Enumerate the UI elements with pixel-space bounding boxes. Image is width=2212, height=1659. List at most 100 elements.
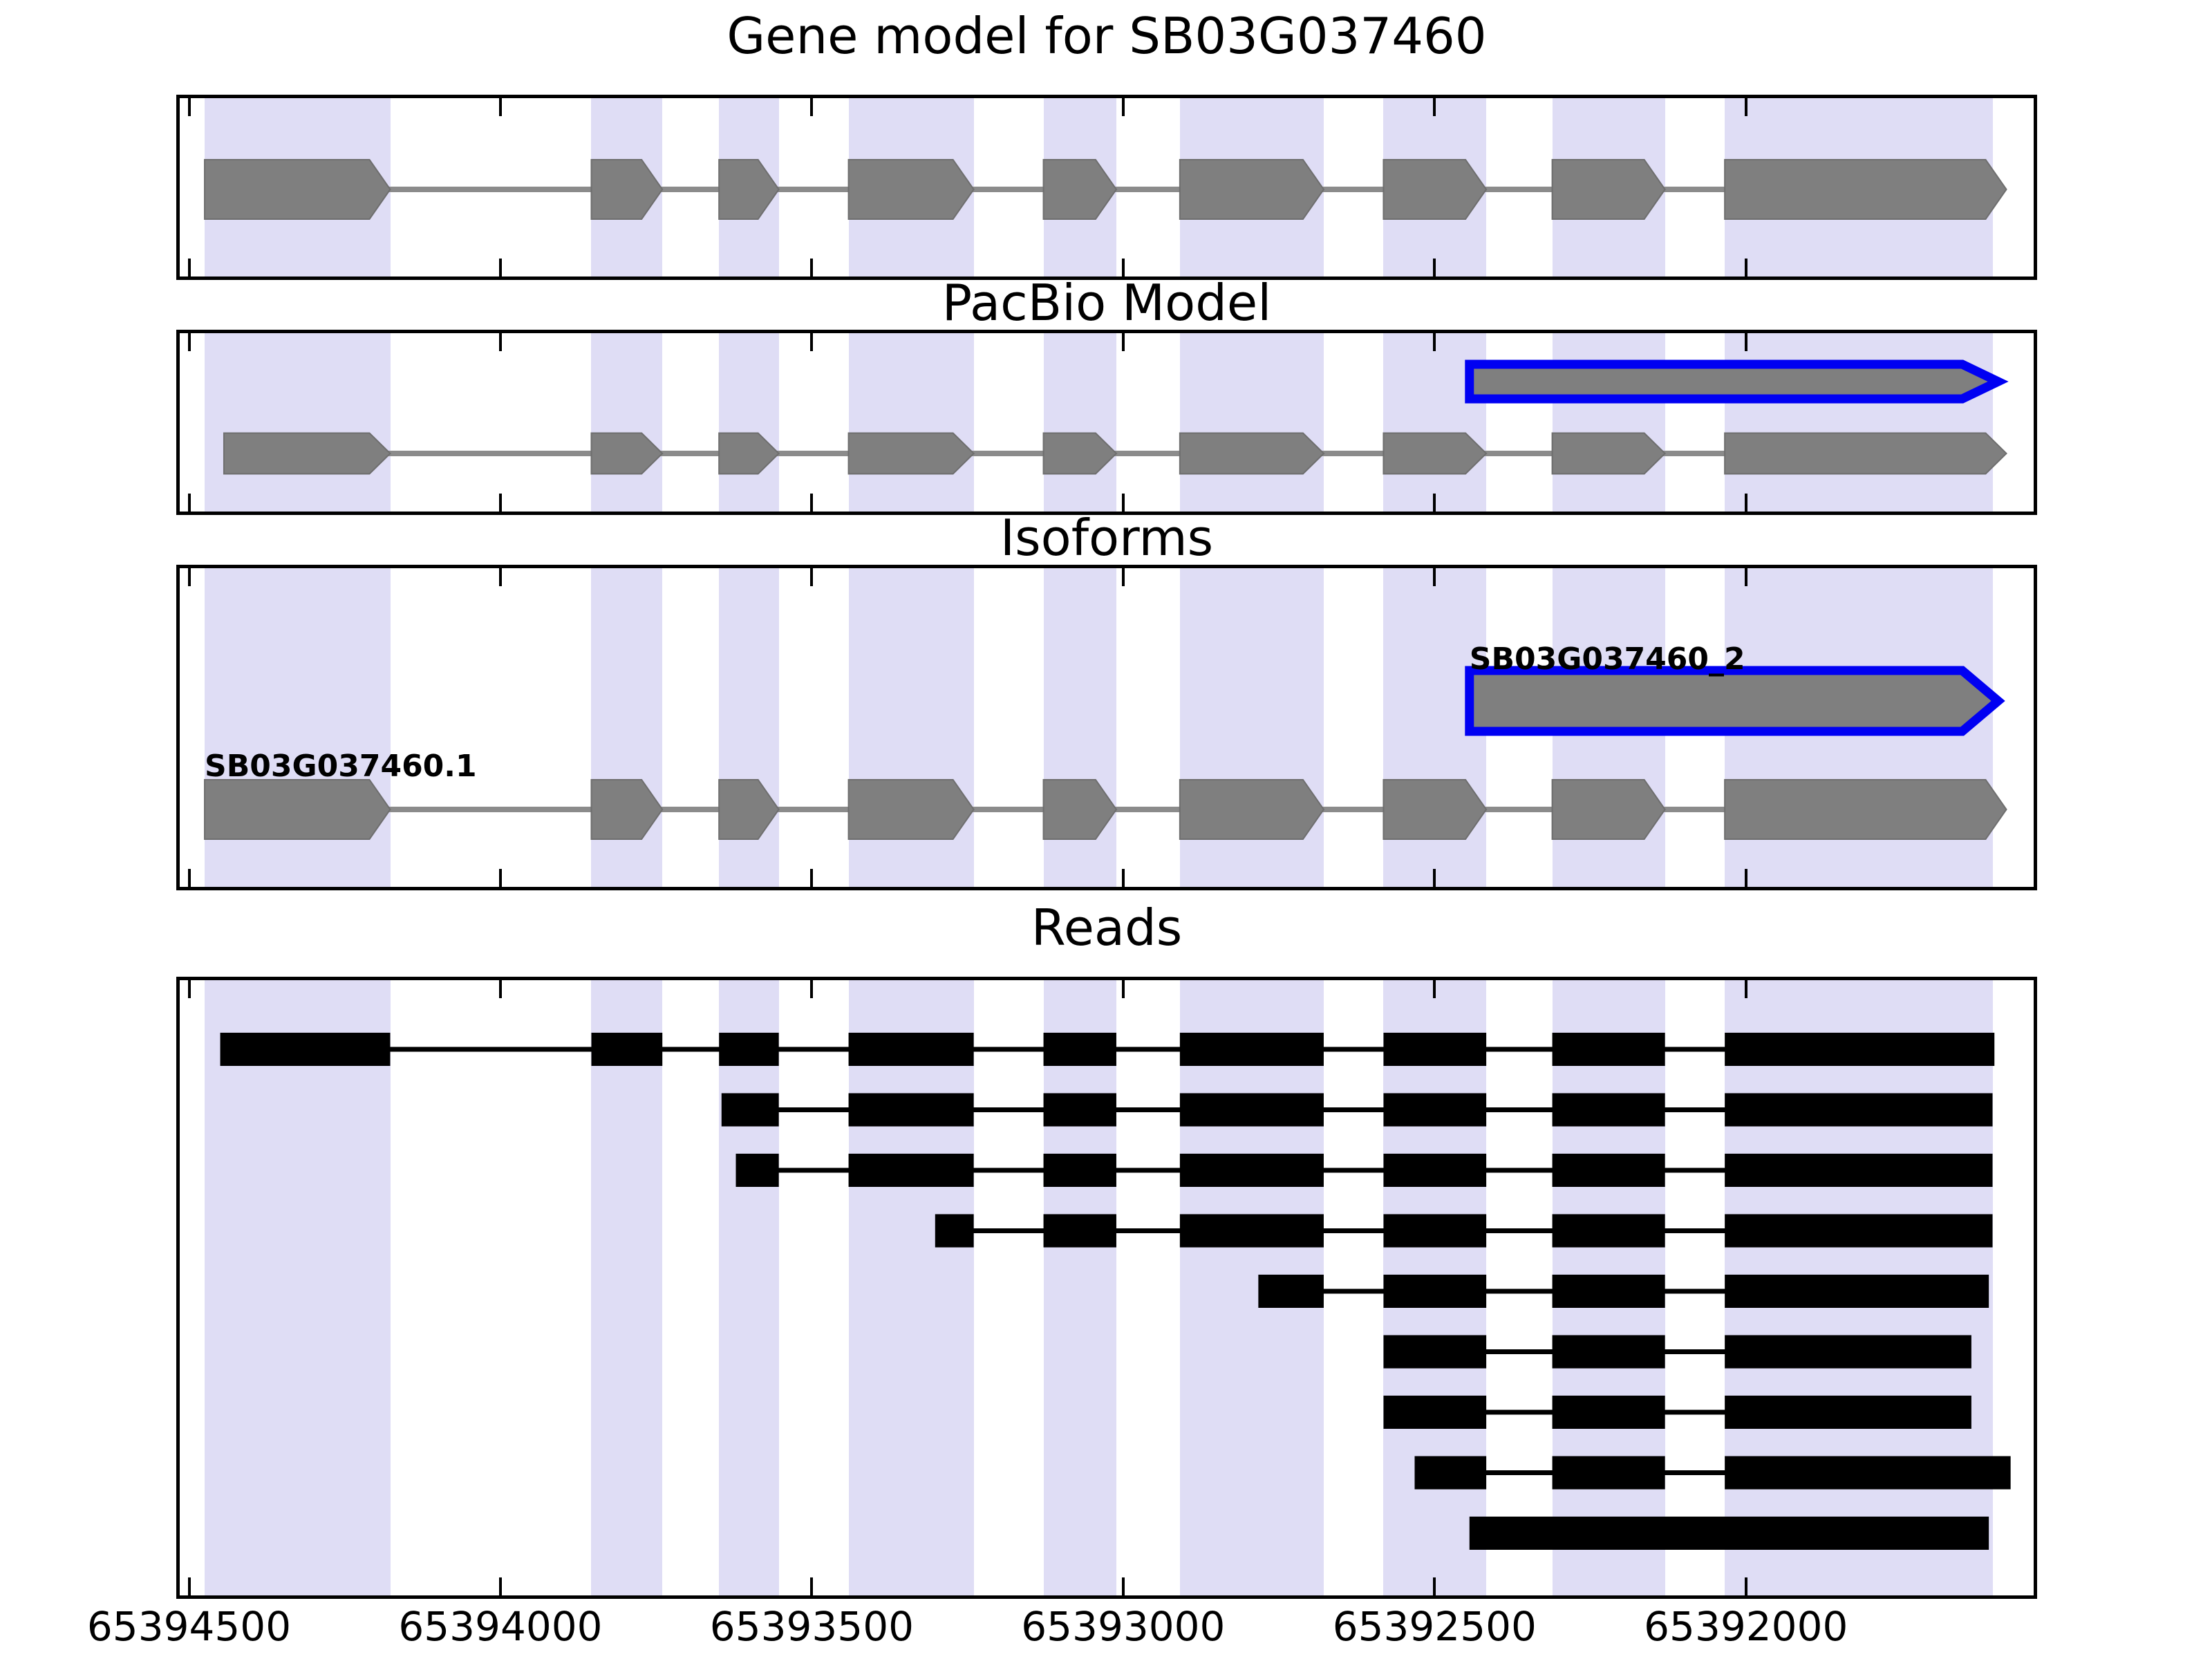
read-row-block — [1725, 1154, 1993, 1187]
axis-tick-mark — [1744, 568, 1747, 586]
read-row-block — [1552, 1396, 1665, 1429]
axis-tick-mark — [1121, 98, 1125, 116]
read-row-block — [848, 1154, 974, 1187]
gene-model-transcript-exon — [1551, 159, 1666, 220]
read-row-block — [848, 1033, 974, 1066]
axis-tick-mark — [187, 980, 191, 998]
gene-model-transcript-exon — [1724, 159, 2007, 220]
read-row-block — [1469, 1517, 1989, 1550]
pacbio-model-transcript-exon — [847, 432, 975, 475]
axis-tick-mark — [1433, 869, 1436, 887]
read-row-block — [1043, 1154, 1116, 1187]
read-row-block — [1179, 1033, 1324, 1066]
axis-tick-mark — [1121, 869, 1125, 887]
read-row-block — [848, 1093, 974, 1127]
gene-model-transcript-exon — [590, 159, 664, 220]
exon-highlight-band — [1043, 333, 1116, 512]
read-row-block — [1179, 1214, 1324, 1248]
panel-isoforms: SB03G037460.1 SB03G037460_2 — [176, 565, 2037, 890]
read-row-block — [1043, 1033, 1116, 1066]
read-row-block — [1383, 1214, 1487, 1248]
read-row-block — [220, 1033, 391, 1066]
axis-tick-mark — [1744, 1577, 1747, 1595]
isoform-1-transcript-exon — [1382, 779, 1488, 840]
axis-tick-mark — [187, 259, 191, 276]
isoform-1-transcript-exon — [204, 779, 391, 840]
read-row-block — [1383, 1396, 1487, 1429]
read-row-block — [735, 1154, 779, 1187]
isoform-1-transcript-exon — [1724, 779, 2007, 840]
exon-highlight-band — [1179, 333, 1324, 512]
title-reads: Reads — [1031, 899, 1183, 957]
read-row-block — [1383, 1093, 1487, 1127]
axis-tick-mark — [1744, 494, 1747, 512]
p4-features — [220, 1033, 2011, 1550]
axis-tick-mark — [1433, 98, 1436, 116]
axis-tick-mark — [810, 1577, 814, 1595]
x-axis-tick-label: 65393000 — [1021, 1603, 1226, 1650]
exon-highlight-band — [1043, 980, 1116, 1595]
read-row-block — [1725, 1275, 1989, 1308]
read-row-block — [1725, 1396, 1971, 1429]
x-axis-tick-labels: 65394500 65394000 65393500 65393000 65392500… — [87, 1603, 2034, 1656]
gene-model-transcript-exon — [847, 159, 975, 220]
read-row-block — [1552, 1154, 1665, 1187]
axis-tick-mark — [1433, 568, 1436, 586]
axis-tick-mark — [1433, 1577, 1436, 1595]
axis-tick-mark — [1121, 568, 1125, 586]
pacbio-model-transcript-exon — [590, 432, 664, 475]
axis-tick-mark — [498, 869, 502, 887]
pacbio-model-transcript-exon — [1179, 432, 1325, 475]
axis-tick-mark — [810, 259, 814, 276]
x-axis-tick-label: 65394500 — [86, 1603, 292, 1650]
axis-tick-mark — [1744, 869, 1747, 887]
pacbio-model-transcript-exon — [1382, 432, 1488, 475]
axis-tick-mark — [1744, 980, 1747, 998]
panel-pacbio-model — [176, 330, 2037, 515]
x-axis-tick-label: 65392000 — [1644, 1603, 1848, 1650]
x-axis-tick-label: 65392500 — [1332, 1603, 1537, 1650]
x-axis-tick-label: 65394000 — [398, 1603, 603, 1650]
axis-tick-mark — [187, 1577, 191, 1595]
pacbio-model-transcript-exon — [718, 432, 780, 475]
read-row-block — [1414, 1456, 1487, 1490]
gene-model-transcript-exon — [1179, 159, 1325, 220]
pacbio-highlighted-segment — [1465, 359, 2009, 404]
axis-tick-mark — [1121, 333, 1125, 351]
axis-tick-mark — [187, 869, 191, 887]
axis-tick-mark — [1121, 1577, 1125, 1595]
axis-tick-mark — [1433, 259, 1436, 276]
read-row-block — [721, 1093, 779, 1127]
p2-features — [223, 359, 2009, 475]
axis-tick-mark — [1433, 980, 1436, 998]
read-row-block — [1552, 1456, 1665, 1490]
gene-model-transcript-exon — [718, 159, 780, 220]
gene-model-transcript-exon — [1382, 159, 1488, 220]
axis-tick-mark — [187, 98, 191, 116]
read-row-block — [1725, 1214, 1993, 1248]
axis-tick-mark — [187, 333, 191, 351]
p3-features — [204, 666, 2007, 840]
read-row-block — [1552, 1335, 1665, 1369]
read-row-block — [1725, 1456, 2011, 1490]
read-row-block — [1725, 1033, 1995, 1066]
exon-highlight-band — [848, 980, 974, 1595]
axis-tick-mark — [810, 333, 814, 351]
read-row-block — [1179, 1154, 1324, 1187]
axis-tick-mark — [810, 494, 814, 512]
axis-tick-mark — [498, 980, 502, 998]
pacbio-model-transcript-exon — [1042, 432, 1118, 475]
axis-tick-mark — [498, 98, 502, 116]
pacbio-model-transcript-exon — [1551, 432, 1667, 475]
exon-highlight-band — [719, 980, 779, 1595]
title-pacbio-model: PacBio Model — [941, 274, 1272, 332]
pacbio-model-transcript-exon — [1724, 432, 2007, 475]
read-row-block — [1383, 1335, 1487, 1369]
axis-tick-mark — [1433, 333, 1436, 351]
exon-highlight-band — [591, 333, 663, 512]
pacbio-model-transcript-exon — [223, 432, 391, 475]
axis-tick-mark — [1433, 494, 1436, 512]
axis-tick-mark — [1121, 494, 1125, 512]
gene-model-transcript-exon — [204, 159, 391, 220]
